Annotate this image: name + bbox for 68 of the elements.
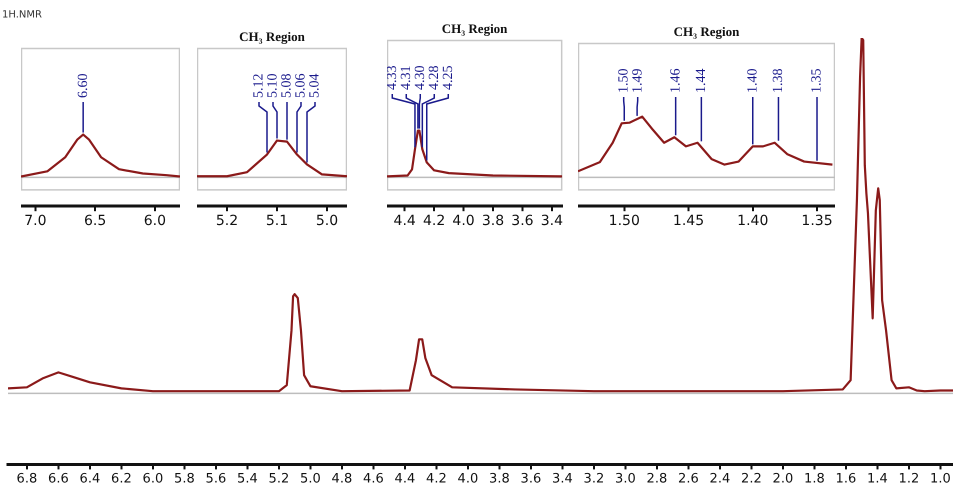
annotation: 5.08 <box>280 74 295 98</box>
x-tick-label: 5.1 <box>266 213 288 230</box>
x-tick-label: 6.4 <box>80 472 100 487</box>
x-tick-label: 3.0 <box>615 472 636 487</box>
annotation: 4.25 <box>440 66 456 90</box>
x-tick-label: 2.2 <box>741 472 762 487</box>
x-tick-label: 1.45 <box>672 213 704 230</box>
x-tick-label: 6.6 <box>48 472 69 487</box>
chart-title: CH₃ Region <box>674 24 740 39</box>
x-tick-label: 4.2 <box>426 472 447 487</box>
x-tick-label: 1.6 <box>836 472 856 487</box>
x-tick-label: 4.4 <box>394 472 416 487</box>
annotation: 1.44 <box>694 68 710 93</box>
annotation: 4.31 <box>398 66 414 90</box>
x-tick-label: 5.8 <box>174 472 195 487</box>
annotation: 1.46 <box>668 68 684 93</box>
x-tick-label: 5.2 <box>268 472 290 487</box>
annotation: 4.33 <box>384 66 400 90</box>
chart-title: CH₃ Region <box>239 28 306 44</box>
x-tick-label: 3.2 <box>584 472 604 487</box>
annotation: 1.40 <box>745 68 760 93</box>
x-tick-label: 4.0 <box>452 213 475 230</box>
x-tick-label: 5.0 <box>316 213 338 230</box>
x-tick-label: 3.6 <box>511 213 534 230</box>
x-tick-label: 6.8 <box>16 472 38 487</box>
x-tick-label: 5.6 <box>206 472 226 487</box>
x-tick-label: 2.0 <box>772 472 794 487</box>
x-tick-label: 3.4 <box>540 213 564 230</box>
x-tick-label: 4.2 <box>422 213 446 230</box>
x-tick-label: 1.0 <box>930 472 951 487</box>
annotation: 6.60 <box>76 74 91 98</box>
x-tick-label: 3.8 <box>489 472 510 487</box>
x-tick-label: 1.4 <box>867 472 888 487</box>
x-tick-label: 3.4 <box>552 472 573 487</box>
x-tick-label: 6.0 <box>144 213 166 230</box>
annotation: 5.12 <box>252 74 267 98</box>
x-tick-label: 3.8 <box>482 213 504 230</box>
x-tick-label: 2.4 <box>710 472 730 487</box>
annotation: 1.50 <box>616 68 632 93</box>
chart-title: 1H.NMR <box>2 10 42 21</box>
x-tick-label: 1.40 <box>737 213 768 230</box>
annotation: 4.28 <box>426 66 442 90</box>
x-tick-label: 6.5 <box>84 213 106 230</box>
x-tick-label: 6.2 <box>111 472 132 487</box>
x-tick-label: 1.50 <box>608 213 640 230</box>
x-tick-label: 1.35 <box>801 213 833 230</box>
x-tick-label: 4.4 <box>394 213 416 230</box>
annotation: 1.35 <box>810 68 825 93</box>
annotation: 1.38 <box>771 68 786 93</box>
x-tick-label: 2.8 <box>646 472 668 487</box>
annotation: 5.06 <box>294 74 309 98</box>
x-tick-label: 1.2 <box>898 472 920 487</box>
chart-title: CH₃ Region <box>442 20 508 36</box>
x-tick-label: 4.8 <box>332 472 352 487</box>
annotation: 1.49 <box>630 68 646 93</box>
x-tick-label: 4.0 <box>458 472 478 487</box>
x-tick-label: 1.8 <box>804 472 825 487</box>
x-tick-label: 6.0 <box>142 472 164 487</box>
annotation: 5.10 <box>266 74 281 98</box>
x-tick-label: 5.2 <box>216 213 238 230</box>
x-tick-label: 4.6 <box>363 472 384 487</box>
x-tick-label: 7.0 <box>24 213 46 230</box>
x-tick-label: 2.6 <box>678 472 699 487</box>
x-tick-label: 3.6 <box>520 472 542 487</box>
x-tick-label: 5.0 <box>300 472 321 487</box>
annotation: 5.04 <box>308 74 323 98</box>
x-tick-label: 5.4 <box>237 472 258 487</box>
annotation: 4.30 <box>412 66 428 90</box>
